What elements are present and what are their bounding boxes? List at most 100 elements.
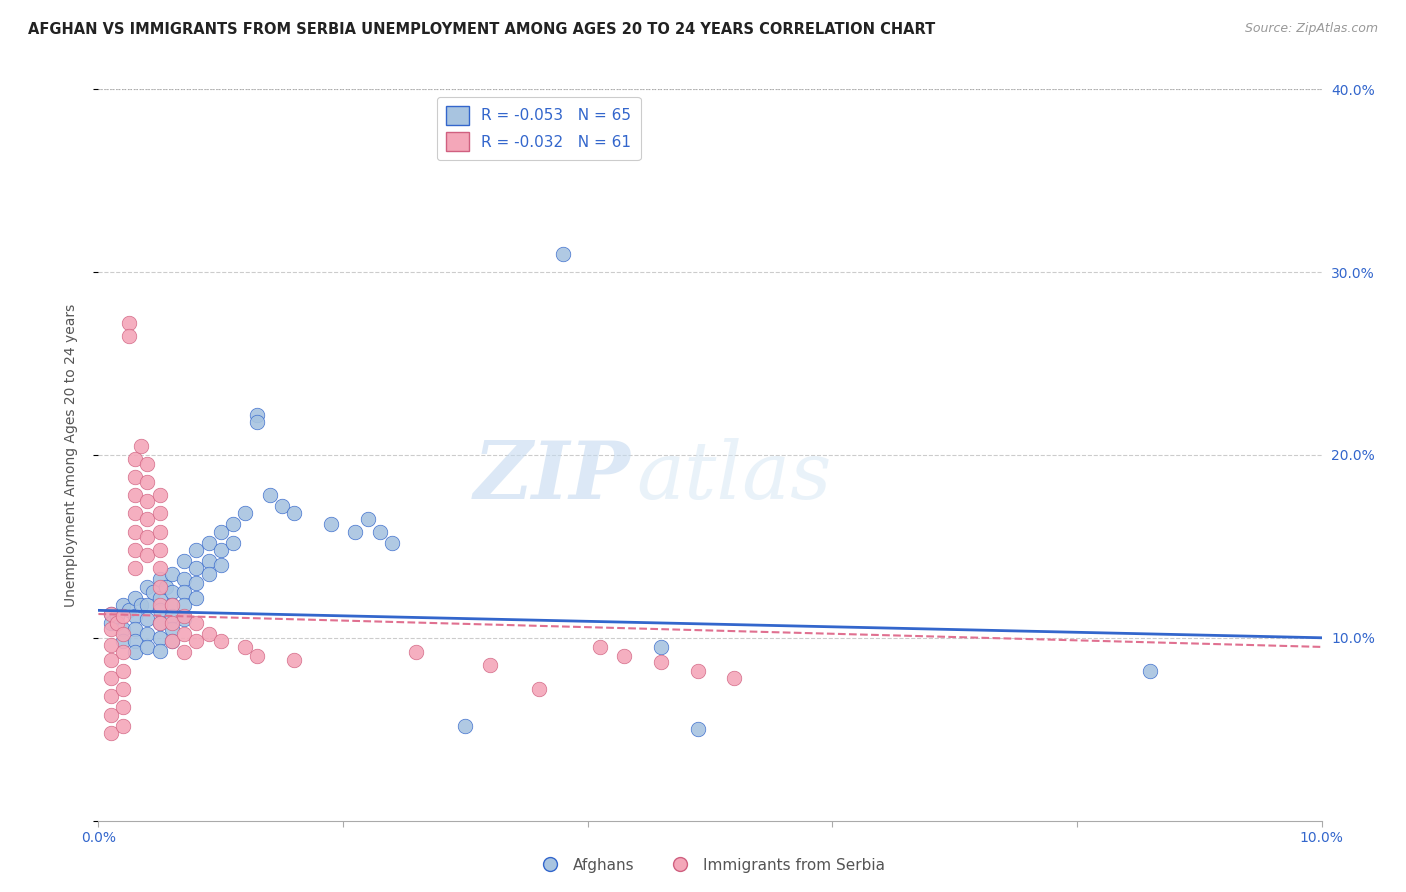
Point <box>197 566 219 581</box>
Point <box>111 608 134 623</box>
Point <box>100 726 122 740</box>
Point <box>136 530 159 544</box>
Point <box>160 598 183 612</box>
Y-axis label: Unemployment Among Ages 20 to 24 years: Unemployment Among Ages 20 to 24 years <box>63 303 77 607</box>
Point <box>186 543 208 558</box>
Point <box>100 607 122 621</box>
Point <box>136 493 159 508</box>
Point <box>136 549 159 563</box>
Point <box>405 645 427 659</box>
Point <box>111 718 134 732</box>
Point <box>246 415 269 429</box>
Point <box>270 499 292 513</box>
Point <box>356 512 378 526</box>
Point <box>368 524 391 539</box>
Point <box>173 585 195 599</box>
Point <box>173 645 195 659</box>
Point <box>136 598 159 612</box>
Point <box>160 598 183 612</box>
Point <box>100 707 122 722</box>
Point <box>136 627 159 641</box>
Point <box>105 616 128 631</box>
Point <box>173 627 195 641</box>
Point <box>124 634 146 648</box>
Point <box>160 616 183 631</box>
Point <box>186 634 208 648</box>
Point <box>160 585 183 599</box>
Point <box>149 580 172 594</box>
Point <box>160 622 183 636</box>
Point <box>186 591 208 605</box>
Point <box>283 653 305 667</box>
Point <box>129 598 152 612</box>
Point <box>124 591 146 605</box>
Point <box>149 488 172 502</box>
Point <box>686 664 709 678</box>
Point <box>100 671 122 685</box>
Point <box>124 622 146 636</box>
Text: AFGHAN VS IMMIGRANTS FROM SERBIA UNEMPLOYMENT AMONG AGES 20 TO 24 YEARS CORRELAT: AFGHAN VS IMMIGRANTS FROM SERBIA UNEMPLO… <box>28 22 935 37</box>
Point <box>613 649 636 664</box>
Point <box>186 576 208 591</box>
Point <box>124 451 146 466</box>
Point <box>149 561 172 575</box>
Point <box>553 246 575 260</box>
Point <box>124 470 146 484</box>
Point <box>589 640 612 654</box>
Point <box>186 616 208 631</box>
Point <box>111 700 134 714</box>
Text: ZIP: ZIP <box>474 438 630 516</box>
Point <box>124 524 146 539</box>
Point <box>111 681 134 696</box>
Point <box>149 572 172 586</box>
Point <box>111 627 134 641</box>
Point <box>246 408 269 422</box>
Point <box>100 638 122 652</box>
Point <box>100 690 122 704</box>
Point <box>124 488 146 502</box>
Text: atlas: atlas <box>637 438 832 516</box>
Point <box>173 572 195 586</box>
Point <box>197 554 219 568</box>
Point <box>105 608 128 623</box>
Point <box>100 616 122 631</box>
Point <box>136 475 159 490</box>
Point <box>136 580 159 594</box>
Point <box>197 535 219 549</box>
Point <box>136 613 159 627</box>
Point <box>209 634 232 648</box>
Point <box>209 543 232 558</box>
Point <box>149 598 172 612</box>
Point <box>124 561 146 575</box>
Point <box>155 580 177 594</box>
Point <box>527 681 550 696</box>
Point <box>319 517 342 532</box>
Point <box>723 671 745 685</box>
Point <box>100 653 122 667</box>
Point <box>149 524 172 539</box>
Point <box>124 543 146 558</box>
Point <box>686 723 709 737</box>
Point <box>186 561 208 575</box>
Point <box>129 439 152 453</box>
Point <box>173 554 195 568</box>
Point <box>111 664 134 678</box>
Point <box>173 598 195 612</box>
Point <box>136 640 159 654</box>
Point <box>149 591 172 605</box>
Point <box>124 645 146 659</box>
Point <box>160 634 183 648</box>
Point <box>454 718 477 732</box>
Point <box>222 535 245 549</box>
Point <box>136 457 159 471</box>
Point <box>160 634 183 648</box>
Point <box>100 622 122 636</box>
Point <box>233 640 256 654</box>
Point <box>173 608 195 623</box>
Point <box>149 616 172 631</box>
Point <box>160 566 183 581</box>
Point <box>149 643 172 657</box>
Point <box>381 535 404 549</box>
Point <box>124 507 146 521</box>
Point <box>209 524 232 539</box>
